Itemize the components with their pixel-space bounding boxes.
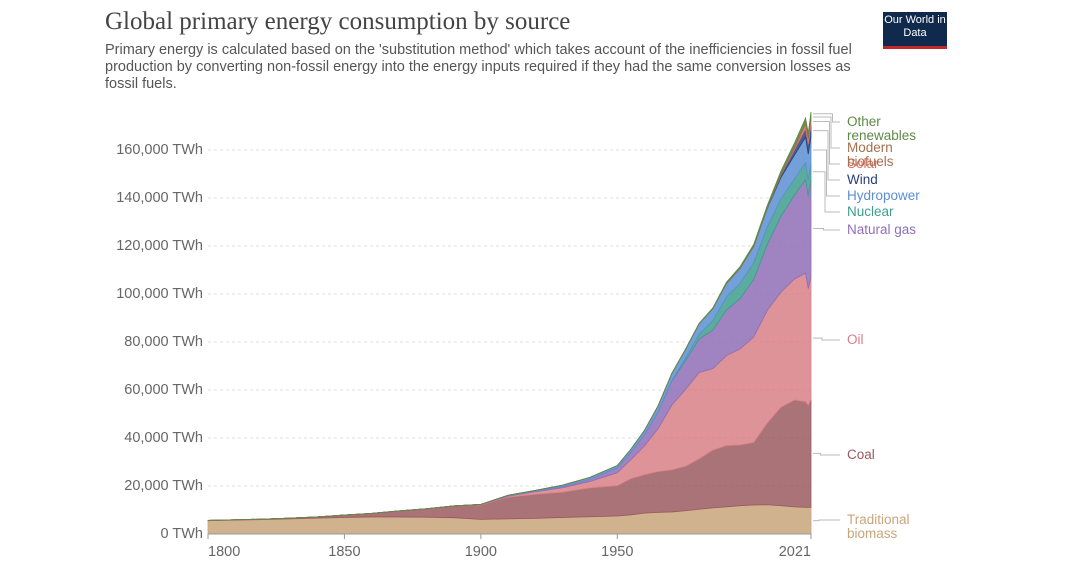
y-tick-label: 60,000 TWh (124, 382, 203, 398)
legend-label: Oil (847, 332, 864, 347)
grid (208, 149, 811, 487)
connector (813, 227, 840, 231)
area (207, 111, 812, 521)
chart-title: Global primary energy consumption by sou… (105, 8, 571, 35)
legend-label: Natural gas (847, 222, 917, 237)
legend-label: Traditional biomass (847, 512, 910, 541)
x-tick-label: 1850 (328, 544, 360, 560)
y-tick-label: 100,000 TWh (116, 286, 203, 302)
legend-label: Modern biofuels (847, 140, 894, 169)
connector (813, 149, 840, 197)
connector (813, 121, 840, 165)
connector (813, 113, 840, 123)
legend-label: Wind (847, 172, 878, 187)
legend-label: Coal (847, 447, 875, 462)
legend-label: Nuclear (847, 204, 894, 219)
x-tick-label: 1950 (601, 544, 633, 560)
connector (813, 452, 840, 456)
y-tick-label: 40,000 TWh (124, 430, 203, 446)
connector (813, 171, 840, 213)
y-tick-label: 140,000 TWh (116, 190, 203, 206)
x-tick-label: 1900 (465, 544, 497, 560)
legend-label: Hydropower (847, 188, 920, 203)
x-tick-label: 1800 (208, 544, 240, 560)
y-tick-label: 160,000 TWh (116, 142, 203, 158)
y-tick-label: 80,000 TWh (124, 334, 203, 350)
connector (813, 337, 840, 341)
y-tick-label: 0 TWh (161, 526, 203, 542)
legend-label: Other renewables (847, 114, 917, 143)
y-tick-label: 120,000 TWh (116, 238, 203, 254)
legend-label: Solar (847, 156, 879, 171)
logo: Our World in Data (883, 12, 947, 49)
x-tick-label: 2021 (779, 544, 811, 560)
connector (813, 519, 840, 522)
connector (813, 116, 840, 149)
y-tick-label: 20,000 TWh (124, 478, 203, 494)
chart-subtitle: Primary energy is calculated based on th… (105, 42, 852, 92)
connector (813, 130, 840, 181)
